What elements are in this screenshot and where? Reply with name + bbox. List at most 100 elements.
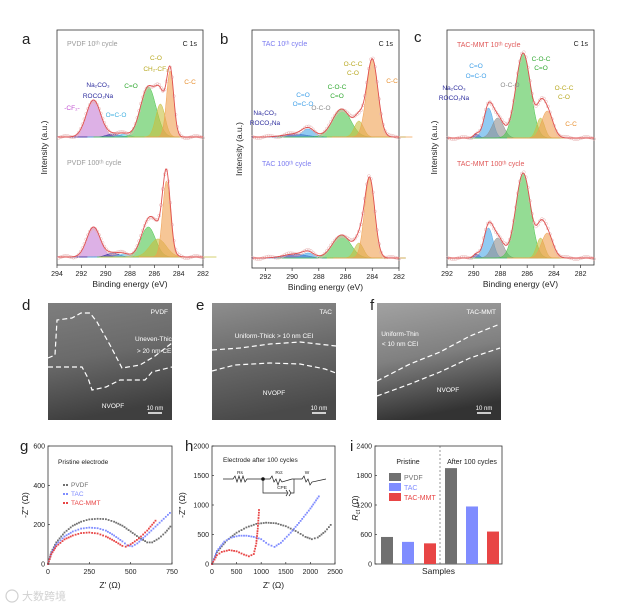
y-axis-label: Rct (Ω) (350, 495, 362, 520)
x-tick-label: 286 (340, 274, 352, 281)
data-point (51, 548, 54, 551)
raw-data-point (391, 134, 395, 138)
data-point (255, 537, 258, 540)
raw-data-point (343, 109, 347, 113)
raw-data-point (284, 131, 289, 136)
y-axis-label: Intensity (a.u.) (234, 122, 244, 176)
data-point (115, 541, 118, 543)
data-point (125, 527, 128, 530)
data-point (146, 533, 149, 536)
data-point (250, 535, 253, 538)
raw-data-point (295, 252, 299, 256)
data-point (233, 550, 235, 552)
data-point (131, 542, 134, 544)
raw-data-point (592, 257, 596, 261)
y-tick-label: 0 (205, 562, 209, 569)
data-point (219, 547, 222, 550)
data-point (313, 501, 316, 504)
raw-data-point (60, 254, 65, 259)
data-point (230, 549, 233, 552)
data-point (225, 549, 228, 552)
data-point (60, 535, 63, 538)
data-point (243, 534, 245, 537)
x-tick-label: 286 (521, 271, 533, 278)
watermark: 大数跨境 (5, 589, 66, 603)
data-point (255, 542, 258, 545)
raw-data-point (66, 254, 70, 258)
data-point (121, 540, 124, 543)
panel-letter-h: h (185, 438, 193, 455)
raw-data-point (345, 235, 349, 240)
x-tick-label: 1000 (253, 569, 269, 576)
data-point (324, 530, 327, 533)
data-point (71, 530, 74, 533)
data-point (293, 527, 295, 530)
data-point (160, 535, 162, 538)
data-point (77, 533, 80, 535)
legend-label: TAC-MMT (71, 500, 101, 507)
data-point (124, 545, 127, 548)
data-point (317, 495, 320, 498)
raw-data-point (566, 135, 570, 139)
data-point (107, 536, 109, 539)
peak-label: C-O (558, 94, 570, 101)
raw-data-point (387, 255, 391, 259)
x-tick-label: 294 (51, 271, 63, 278)
raw-data-point (88, 229, 92, 234)
circuit-label: W (305, 470, 310, 476)
data-point (256, 527, 259, 530)
bar-tac-mmt (487, 531, 499, 564)
raw-data-point (201, 256, 205, 260)
cei-inner-boundary (376, 347, 501, 397)
spectrum-100th (250, 174, 406, 261)
plot-frame (56, 29, 204, 266)
raw-data-point (126, 253, 130, 257)
sample-label: TAC (319, 309, 332, 316)
bar-pvdf (445, 468, 457, 564)
x-tick-label: 2000 (303, 569, 319, 576)
data-point (117, 537, 120, 540)
x-tick-label: 290 (286, 274, 298, 281)
data-point (267, 543, 270, 546)
panel-letter-i: i (350, 438, 353, 455)
data-point (280, 523, 282, 526)
legend-label: TAC (71, 491, 84, 498)
data-point (69, 531, 72, 534)
bar-tac (466, 506, 478, 564)
fit-envelope (252, 176, 399, 259)
raw-data-point (459, 255, 464, 259)
raw-data-point (182, 136, 187, 140)
data-point (235, 531, 238, 534)
data-point (115, 536, 118, 538)
raw-data-point (133, 122, 138, 126)
data-point (256, 532, 259, 535)
raw-data-point (126, 131, 130, 136)
circuit-label: CPE (277, 485, 287, 491)
data-point (164, 531, 167, 534)
peak-label: C=O (124, 83, 138, 90)
raw-data-point (252, 256, 257, 261)
data-point (215, 553, 217, 556)
raw-data-point (142, 90, 147, 94)
data-point (310, 505, 313, 508)
data-point (144, 540, 146, 542)
raw-data-point (197, 134, 202, 139)
data-point (296, 524, 299, 526)
x-axis-label: Binding energy (eV) (92, 279, 167, 289)
plot-frame (446, 29, 595, 266)
data-point (231, 534, 234, 537)
data-point (167, 527, 170, 530)
data-point (151, 523, 154, 526)
raw-data-point (572, 257, 576, 261)
peak-label: C-O-C (328, 84, 347, 91)
plot-frame (47, 445, 173, 565)
data-point (235, 550, 238, 553)
legend-swatch (389, 483, 401, 491)
peak-label: ROCO₂Na (83, 93, 114, 100)
data-point (277, 523, 280, 525)
xps-panel-b: TAC 10ᵗʰ cycle TAC 100ᵗʰ cycle C 1s O-C-C C-… (234, 29, 413, 292)
data-point (78, 521, 80, 524)
data-point (262, 540, 265, 542)
data-point (233, 533, 236, 536)
data-point (117, 522, 120, 525)
